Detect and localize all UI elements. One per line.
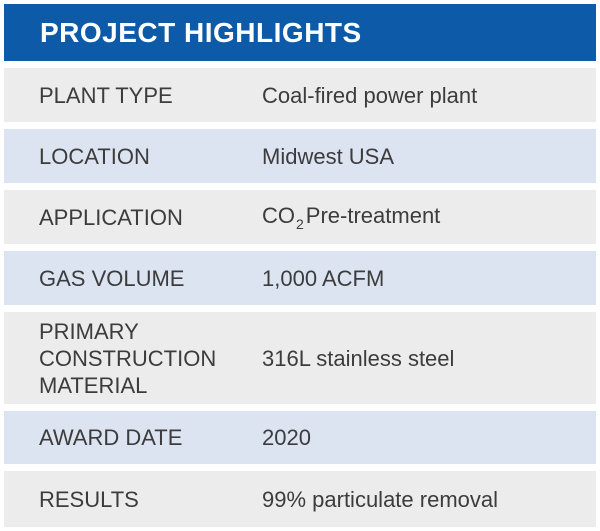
row-primary-construction-material: PRIMARY CONSTRUCTION MATERIAL 316L stain…	[4, 312, 596, 404]
label-line: PRIMARY	[39, 318, 139, 344]
row-label: PLANT TYPE	[39, 82, 173, 108]
row-value: 316L stainless steel	[262, 345, 455, 371]
row-label: GAS VOLUME	[39, 265, 185, 291]
value-suffix: Pre-treatment	[305, 203, 441, 228]
row-label: APPLICATION	[39, 204, 183, 230]
label-line: MATERIAL	[39, 372, 148, 398]
row-value: 99% particulate removal	[262, 486, 499, 512]
value-subscript: 2	[296, 216, 304, 232]
label-line: CONSTRUCTION	[39, 345, 217, 371]
row-value: 2020	[262, 425, 311, 450]
row-value: CO 2 Pre-treatment	[262, 202, 440, 232]
row-plant-type: PLANT TYPE Coal-fired power plant	[4, 68, 596, 122]
row-award-date: AWARD DATE 2020	[4, 411, 596, 464]
row-location: LOCATION Midwest USA	[4, 129, 596, 183]
row-gas-volume: GAS VOLUME 1,000 ACFM	[4, 251, 596, 305]
row-value: 1,000 ACFM	[262, 265, 385, 291]
row-value: Midwest USA	[262, 143, 395, 169]
row-results: RESULTS 99% particulate removal	[4, 471, 596, 527]
row-label: RESULTS	[39, 486, 139, 512]
row-label: PRIMARY CONSTRUCTION MATERIAL	[4, 318, 262, 399]
row-application: APPLICATION CO 2 Pre-treatment	[4, 190, 596, 244]
header-bar: PROJECT HIGHLIGHTS	[4, 4, 596, 61]
row-label: AWARD DATE	[39, 425, 183, 450]
row-label: LOCATION	[39, 143, 150, 169]
header-title: PROJECT HIGHLIGHTS	[40, 16, 362, 48]
row-value: Coal-fired power plant	[262, 82, 478, 108]
value-prefix: CO	[262, 203, 295, 228]
